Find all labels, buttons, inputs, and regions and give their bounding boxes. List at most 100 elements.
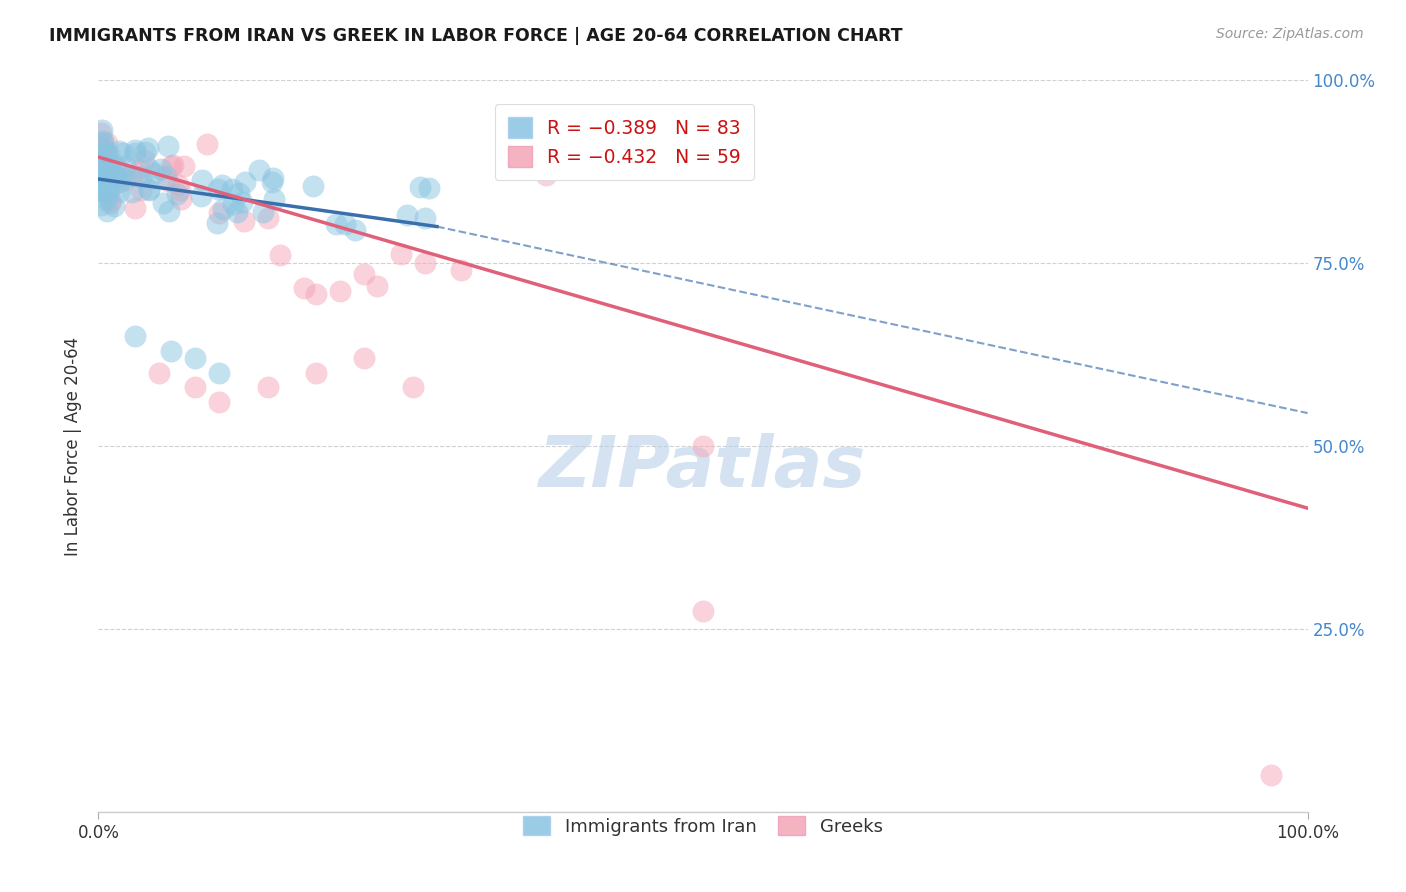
Point xyxy=(98,196,121,211)
Point xyxy=(353,351,375,366)
Point xyxy=(124,329,146,343)
Point xyxy=(208,206,231,220)
Point xyxy=(90,183,112,197)
Point xyxy=(91,178,114,193)
Point xyxy=(124,143,146,157)
Point xyxy=(353,267,375,281)
Point xyxy=(134,153,156,167)
Point xyxy=(93,185,115,199)
Legend: Immigrants from Iran, Greeks: Immigrants from Iran, Greeks xyxy=(516,808,890,843)
Point xyxy=(329,284,352,298)
Point xyxy=(692,603,714,617)
Point xyxy=(173,159,195,173)
Point xyxy=(129,169,152,184)
Point xyxy=(160,343,183,358)
Point xyxy=(129,183,152,197)
Point xyxy=(91,123,114,137)
Point xyxy=(93,141,115,155)
Point xyxy=(292,281,315,295)
Point xyxy=(262,170,284,185)
Point xyxy=(101,167,124,181)
Point xyxy=(396,208,419,222)
Point xyxy=(302,178,325,193)
Point xyxy=(167,178,190,193)
Point xyxy=(155,169,177,184)
Point xyxy=(90,126,112,140)
Point xyxy=(159,203,181,218)
Point xyxy=(221,182,243,196)
Point xyxy=(105,169,128,184)
Point xyxy=(228,186,250,200)
Point xyxy=(256,211,278,225)
Point xyxy=(450,263,472,277)
Point xyxy=(104,168,127,182)
Point xyxy=(96,144,118,158)
Point xyxy=(111,146,134,161)
Point xyxy=(108,145,131,159)
Point xyxy=(97,147,120,161)
Point xyxy=(305,287,328,301)
Point xyxy=(211,178,233,193)
Point xyxy=(233,175,256,189)
Point xyxy=(162,158,184,172)
Point xyxy=(96,145,118,160)
Point xyxy=(108,175,131,189)
Point xyxy=(98,168,121,182)
Point xyxy=(103,199,125,213)
Point xyxy=(366,278,388,293)
Point xyxy=(231,195,253,210)
Point xyxy=(152,195,174,210)
Point xyxy=(97,186,120,201)
Point xyxy=(89,164,111,178)
Point xyxy=(101,166,124,180)
Point xyxy=(90,136,112,150)
Point xyxy=(208,395,231,409)
Point xyxy=(191,172,214,186)
Point xyxy=(226,204,249,219)
Point xyxy=(1260,768,1282,782)
Point xyxy=(90,157,112,171)
Point xyxy=(197,136,219,151)
Text: IMMIGRANTS FROM IRAN VS GREEK IN LABOR FORCE | AGE 20-64 CORRELATION CHART: IMMIGRANTS FROM IRAN VS GREEK IN LABOR F… xyxy=(49,27,903,45)
Point xyxy=(212,202,235,217)
Point xyxy=(108,185,131,199)
Point xyxy=(150,161,173,176)
Point xyxy=(692,439,714,453)
Point xyxy=(100,193,122,207)
Point xyxy=(111,167,134,181)
Point xyxy=(96,192,118,206)
Point xyxy=(97,158,120,172)
Text: ZIPatlas: ZIPatlas xyxy=(540,434,866,502)
Point xyxy=(156,139,179,153)
Point xyxy=(91,134,114,148)
Point xyxy=(325,217,347,231)
Point xyxy=(263,192,285,206)
Point xyxy=(159,159,181,173)
Point xyxy=(138,161,160,176)
Point xyxy=(184,380,207,394)
Point xyxy=(252,205,274,219)
Point xyxy=(208,366,231,380)
Point xyxy=(120,169,142,183)
Point xyxy=(413,211,436,225)
Point xyxy=(121,169,143,183)
Point xyxy=(90,198,112,212)
Point xyxy=(87,166,110,180)
Point xyxy=(124,202,146,216)
Point xyxy=(121,186,143,200)
Point xyxy=(148,366,170,380)
Point xyxy=(93,157,115,171)
Point xyxy=(134,145,156,159)
Point xyxy=(142,166,165,180)
Point xyxy=(136,141,159,155)
Point xyxy=(101,172,124,186)
Point xyxy=(184,351,207,366)
Point xyxy=(413,256,436,270)
Point xyxy=(409,180,432,194)
Point xyxy=(93,136,115,150)
Point xyxy=(100,179,122,194)
Point xyxy=(157,174,180,188)
Point xyxy=(97,183,120,197)
Point xyxy=(247,163,270,178)
Point xyxy=(418,181,440,195)
